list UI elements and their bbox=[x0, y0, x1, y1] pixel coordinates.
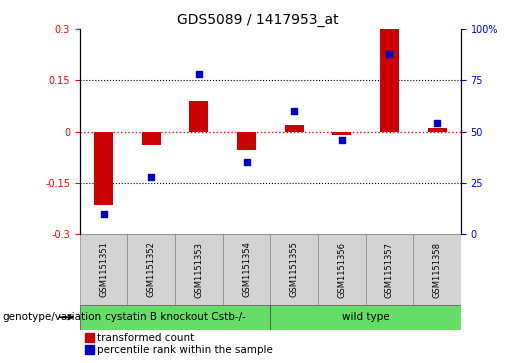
Point bbox=[243, 159, 251, 165]
Point bbox=[338, 137, 346, 143]
Bar bbox=[413, 234, 461, 305]
Text: GSM1151353: GSM1151353 bbox=[195, 241, 203, 298]
Text: GDS5089 / 1417953_at: GDS5089 / 1417953_at bbox=[177, 13, 338, 27]
Bar bbox=[427, 128, 447, 131]
Point bbox=[147, 174, 156, 180]
Bar bbox=[318, 234, 366, 305]
Point bbox=[195, 71, 203, 77]
Text: GSM1151355: GSM1151355 bbox=[290, 242, 299, 297]
Bar bbox=[190, 101, 209, 131]
Point bbox=[290, 108, 298, 114]
Bar bbox=[366, 234, 413, 305]
Text: GSM1151357: GSM1151357 bbox=[385, 241, 394, 298]
Bar bbox=[332, 131, 351, 135]
Text: GSM1151358: GSM1151358 bbox=[433, 241, 441, 298]
Text: transformed count: transformed count bbox=[97, 333, 194, 343]
Text: GSM1151354: GSM1151354 bbox=[242, 242, 251, 297]
Bar bbox=[80, 305, 270, 330]
Point bbox=[433, 121, 441, 126]
Text: wild type: wild type bbox=[342, 312, 389, 322]
Text: GSM1151351: GSM1151351 bbox=[99, 242, 108, 297]
Bar bbox=[270, 234, 318, 305]
Bar bbox=[85, 345, 94, 354]
Bar bbox=[80, 234, 128, 305]
Text: cystatin B knockout Cstb-/-: cystatin B knockout Cstb-/- bbox=[105, 312, 246, 322]
Bar bbox=[175, 234, 222, 305]
Point bbox=[385, 51, 393, 57]
Text: percentile rank within the sample: percentile rank within the sample bbox=[97, 345, 273, 355]
Text: GSM1151352: GSM1151352 bbox=[147, 242, 156, 297]
Bar bbox=[222, 234, 270, 305]
Bar bbox=[128, 234, 175, 305]
Text: GSM1151356: GSM1151356 bbox=[337, 241, 346, 298]
Point bbox=[99, 211, 108, 216]
Bar bbox=[270, 305, 461, 330]
Bar bbox=[380, 27, 399, 131]
Bar bbox=[94, 131, 113, 205]
Bar bbox=[85, 333, 94, 342]
Text: genotype/variation: genotype/variation bbox=[3, 312, 101, 322]
Bar bbox=[142, 131, 161, 145]
Bar bbox=[285, 125, 304, 131]
Bar bbox=[237, 131, 256, 150]
